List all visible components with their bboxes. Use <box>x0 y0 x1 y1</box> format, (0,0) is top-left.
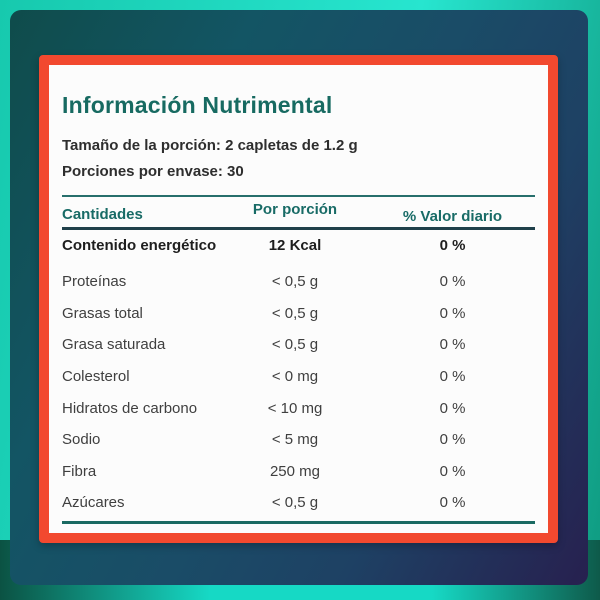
header-amounts: Cantidades <box>62 206 143 223</box>
table-header-row: Cantidades Por porción % Valor diario <box>62 197 535 227</box>
nutrient-daily-value: 0 % <box>439 494 466 512</box>
nutrient-daily-value: 0 % <box>439 236 466 254</box>
nutrient-daily-value: 0 % <box>439 399 466 417</box>
nutrient-amount: < 0 mg <box>271 368 319 386</box>
nutrient-name: Sodio <box>62 431 101 449</box>
nutrient-daily-value: 0 % <box>439 431 466 449</box>
nutrient-name: Azúcares <box>62 494 125 512</box>
table-row-sodium: Sodio < 5 mg 0 % <box>62 424 535 456</box>
serving-size-text: Tamaño de la porción: 2 capletas de 1.2 … <box>62 137 358 154</box>
nutrient-amount: < 0,5 g <box>271 494 319 512</box>
table-top-rule <box>62 195 535 197</box>
nutrient-amount: < 0,5 g <box>271 273 319 291</box>
nutrition-label-card: Información Nutrimental Tamaño de la por… <box>39 55 558 543</box>
table-row-protein: Proteínas < 0,5 g 0 % <box>62 266 535 298</box>
header-daily-value: % Valor diario <box>402 208 503 225</box>
nutrient-daily-value: 0 % <box>439 304 466 322</box>
page-title: Información Nutrimental <box>62 92 333 118</box>
nutrient-name: Contenido energético <box>62 236 217 254</box>
table-header-rule <box>62 227 535 230</box>
nutrient-name: Grasa saturada <box>62 336 166 354</box>
nutrient-amount: 12 Kcal <box>268 236 322 254</box>
table-row-cholesterol: Colesterol < 0 mg 0 % <box>62 361 535 393</box>
nutrient-amount: < 0,5 g <box>271 336 319 354</box>
nutrient-daily-value: 0 % <box>439 273 466 291</box>
header-per-serving: Por porción <box>252 201 338 218</box>
nutrient-amount: 250 mg <box>269 462 321 480</box>
table-bottom-rule <box>62 520 535 524</box>
table-row-sugars: Azúcares < 0,5 g 0 % <box>62 487 535 519</box>
table-row-energy: Contenido energético 12 Kcal 0 % <box>62 230 535 260</box>
nutrient-amount: < 10 mg <box>267 399 323 417</box>
nutrition-table: Cantidades Por porción % Valor diario Co… <box>62 195 535 524</box>
nutrient-name: Colesterol <box>62 368 130 386</box>
nutrient-name: Grasas total <box>62 304 143 322</box>
table-row-saturated-fat: Grasa saturada < 0,5 g 0 % <box>62 329 535 361</box>
nutrient-name: Hidratos de carbono <box>62 399 198 417</box>
table-row-total-fat: Grasas total < 0,5 g 0 % <box>62 298 535 330</box>
table-row-fiber: Fibra 250 mg 0 % <box>62 456 535 488</box>
nutrient-daily-value: 0 % <box>439 336 466 354</box>
nutrient-name: Fibra <box>62 462 97 480</box>
servings-per-container-text: Porciones por envase: 30 <box>62 163 244 180</box>
nutrient-daily-value: 0 % <box>439 462 466 480</box>
nutrient-amount: < 5 mg <box>271 431 319 449</box>
nutrient-amount: < 0,5 g <box>271 304 319 322</box>
nutrient-name: Proteínas <box>62 273 127 291</box>
nutrient-daily-value: 0 % <box>439 368 466 386</box>
table-row-carbohydrates: Hidratos de carbono < 10 mg 0 % <box>62 392 535 424</box>
